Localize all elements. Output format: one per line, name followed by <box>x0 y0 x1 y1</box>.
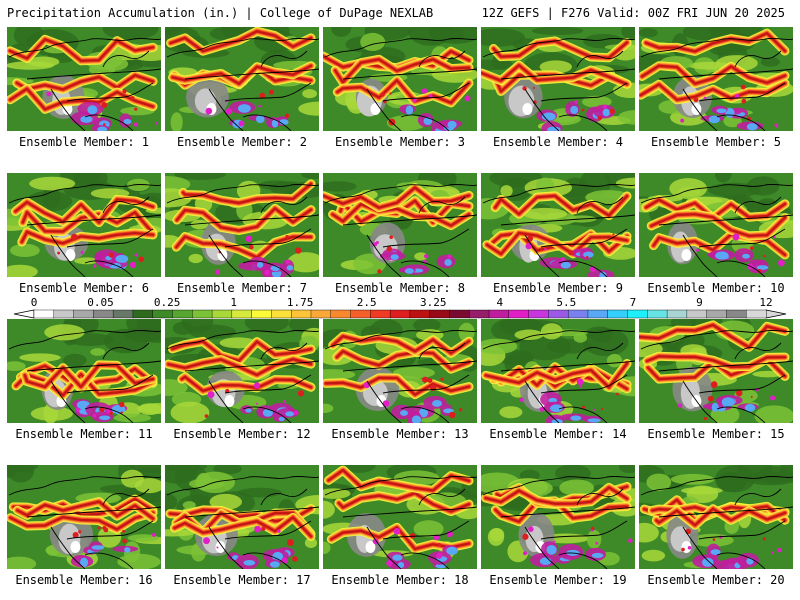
colorbar-max-arrow <box>765 309 787 319</box>
colorbar-swatch <box>310 309 332 319</box>
colorbar-swatch <box>73 309 94 319</box>
colorbar-swatch <box>93 309 114 319</box>
colorbar-swatch <box>528 309 549 319</box>
ensemble-member-map <box>165 173 319 277</box>
ensemble-member-map <box>7 465 161 569</box>
ensemble-member-label: Ensemble Member: 5 <box>650 135 782 149</box>
colorbar-swatch <box>350 309 371 319</box>
ensemble-member-map <box>7 27 161 131</box>
ensemble-member-map <box>639 173 793 277</box>
colorbar-tick-label: 12 <box>759 296 772 309</box>
colorbar-swatch <box>251 309 272 319</box>
ensemble-member-map <box>165 27 319 131</box>
colorbar-swatch <box>53 309 75 319</box>
colorbar-swatch <box>488 309 510 319</box>
colorbar-swatch <box>706 309 727 319</box>
colorbar-swatch <box>290 309 312 319</box>
colorbar-min-arrow <box>13 309 35 319</box>
colorbar-swatch <box>192 309 213 319</box>
colorbar-swatch <box>152 309 173 319</box>
colorbar-swatch <box>666 309 688 319</box>
colorbar-swatch <box>548 309 569 319</box>
colorbar-tick-label: 1 <box>230 296 237 309</box>
ensemble-member-map <box>481 173 635 277</box>
colorbar-swatch <box>409 309 431 319</box>
colorbar-tick-label: 1.75 <box>287 296 314 309</box>
ensemble-member-label: Ensemble Member: 7 <box>176 281 308 295</box>
colorbar-swatch <box>508 309 530 319</box>
colorbar-tick-label: 7 <box>630 296 637 309</box>
ensemble-member-label: Ensemble Member: 9 <box>492 281 624 295</box>
ensemble-member-map <box>481 465 635 569</box>
colorbar-tick-label: 0.25 <box>154 296 181 309</box>
colorbar-swatch <box>211 309 233 319</box>
colorbar-tick-label: 3.25 <box>420 296 447 309</box>
ensemble-member-label: Ensemble Member: 12 <box>173 427 311 441</box>
ensemble-member-map <box>639 27 793 131</box>
ensemble-member-label: Ensemble Member: 15 <box>647 427 785 441</box>
ensemble-member-map <box>323 27 477 131</box>
ensemble-member-map <box>481 319 635 423</box>
chart-title: Precipitation Accumulation (in.) | Colle… <box>7 6 434 20</box>
colorbar-swatch <box>469 309 490 319</box>
ensemble-member-map <box>323 319 477 423</box>
ensemble-member-label: Ensemble Member: 18 <box>331 573 469 587</box>
colorbar-swatch <box>567 309 589 319</box>
colorbar-tick-label: 0.05 <box>87 296 114 309</box>
ensemble-member-map <box>481 27 635 131</box>
colorbar-tick-label: 2.5 <box>357 296 377 309</box>
ensemble-member-label: Ensemble Member: 4 <box>492 135 624 149</box>
colorbar-swatch <box>389 309 411 319</box>
ensemble-member-label: Ensemble Member: 8 <box>334 281 466 295</box>
ensemble-member-map <box>165 319 319 423</box>
ensemble-member-label: Ensemble Member: 13 <box>331 427 469 441</box>
ensemble-member-label: Ensemble Member: 16 <box>15 573 153 587</box>
colorbar-swatch <box>271 309 292 319</box>
ensemble-member-label: Ensemble Member: 1 <box>18 135 150 149</box>
colorbar-swatch <box>627 309 648 319</box>
ensemble-member-label: Ensemble Member: 6 <box>18 281 150 295</box>
ensemble-member-label: Ensemble Member: 11 <box>15 427 153 441</box>
colorbar-swatch <box>587 309 609 319</box>
colorbar-swatch <box>647 309 668 319</box>
ensemble-member-label: Ensemble Member: 3 <box>334 135 466 149</box>
run-info: 12Z GEFS | F276 Valid: 00Z FRI JUN 20 20… <box>481 6 785 20</box>
colorbar-swatch <box>746 309 767 319</box>
ensemble-member-label: Ensemble Member: 20 <box>647 573 785 587</box>
ensemble-member-label: Ensemble Member: 10 <box>647 281 785 295</box>
ensemble-member-map <box>323 173 477 277</box>
ensemble-member-map <box>7 319 161 423</box>
colorbar-swatch <box>686 309 708 319</box>
ensemble-member-map <box>7 173 161 277</box>
ensemble-member-label: Ensemble Member: 19 <box>489 573 627 587</box>
ensemble-member-label: Ensemble Member: 14 <box>489 427 627 441</box>
colorbar-swatch <box>449 309 470 319</box>
colorbar-tick-label: 5.5 <box>556 296 576 309</box>
ensemble-member-label: Ensemble Member: 17 <box>173 573 311 587</box>
ensemble-member-map <box>639 465 793 569</box>
colorbar-swatch <box>231 309 253 319</box>
ensemble-member-label: Ensemble Member: 2 <box>176 135 308 149</box>
colorbar-swatch <box>112 309 134 319</box>
ensemble-member-map <box>323 465 477 569</box>
colorbar-legend: 0 0.05 0.25 1 1.75 2.5 3.25 4 5.5 7 9 12 <box>13 296 787 319</box>
colorbar-tick-label: 0 <box>31 296 38 309</box>
colorbar-swatch <box>429 309 450 319</box>
colorbar-tick-label: 4 <box>497 296 504 309</box>
colorbar-swatch <box>370 309 391 319</box>
colorbar-tick-label: 9 <box>696 296 703 309</box>
ensemble-member-map <box>639 319 793 423</box>
colorbar-swatch <box>172 309 193 319</box>
colorbar-swatch <box>726 309 747 319</box>
colorbar-swatch <box>330 309 352 319</box>
colorbar-swatch <box>33 309 55 319</box>
colorbar-swatch <box>607 309 629 319</box>
ensemble-member-map <box>165 465 319 569</box>
colorbar-swatch <box>132 309 154 319</box>
